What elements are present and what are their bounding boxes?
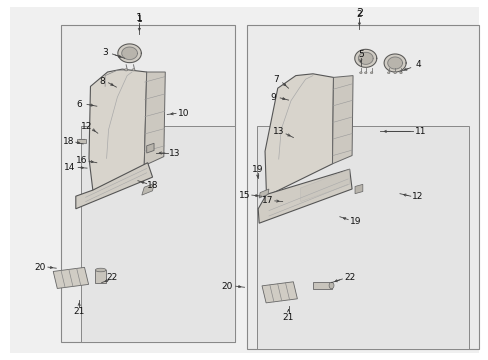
Bar — [81, 126, 234, 342]
Polygon shape — [354, 49, 376, 67]
Ellipse shape — [359, 72, 361, 73]
Text: 9: 9 — [269, 93, 275, 102]
Ellipse shape — [328, 282, 333, 289]
Text: 15: 15 — [238, 191, 250, 199]
Polygon shape — [53, 267, 88, 288]
Text: 6: 6 — [77, 100, 82, 109]
Text: 20: 20 — [34, 263, 46, 271]
Ellipse shape — [124, 69, 127, 71]
Bar — [256, 126, 468, 349]
Text: 13: 13 — [169, 149, 181, 158]
Bar — [95, 270, 106, 283]
Ellipse shape — [364, 72, 366, 73]
Text: 18: 18 — [62, 136, 74, 145]
Polygon shape — [144, 72, 165, 166]
Text: 3: 3 — [102, 48, 108, 57]
Text: 11: 11 — [414, 127, 426, 136]
Text: 12: 12 — [411, 192, 423, 201]
Polygon shape — [264, 74, 333, 196]
Polygon shape — [122, 47, 137, 59]
Text: 18: 18 — [146, 181, 158, 190]
Text: 19: 19 — [251, 165, 263, 174]
Text: 4: 4 — [414, 60, 420, 69]
Text: 19: 19 — [349, 217, 361, 226]
Bar — [61, 25, 234, 342]
Text: 20: 20 — [221, 282, 233, 291]
Polygon shape — [384, 54, 405, 72]
Polygon shape — [89, 69, 146, 191]
Polygon shape — [387, 57, 402, 69]
Text: 1: 1 — [136, 15, 142, 24]
Text: 16: 16 — [76, 156, 88, 165]
Text: 8: 8 — [100, 77, 105, 85]
Ellipse shape — [132, 69, 135, 71]
Text: 21: 21 — [282, 313, 294, 322]
Polygon shape — [262, 282, 297, 303]
Polygon shape — [259, 189, 268, 198]
Polygon shape — [146, 143, 154, 153]
Text: 22: 22 — [343, 274, 355, 282]
Ellipse shape — [370, 72, 372, 73]
Ellipse shape — [386, 72, 389, 73]
Bar — [312, 282, 331, 289]
Ellipse shape — [393, 72, 396, 73]
Polygon shape — [354, 184, 362, 194]
Text: 10: 10 — [177, 109, 189, 118]
Polygon shape — [300, 169, 349, 202]
Bar — [246, 25, 478, 349]
Text: 14: 14 — [64, 163, 76, 172]
Polygon shape — [358, 52, 372, 64]
Text: 17: 17 — [262, 197, 273, 205]
Text: 21: 21 — [73, 307, 85, 316]
Polygon shape — [332, 76, 352, 164]
Polygon shape — [76, 163, 152, 209]
Text: 1: 1 — [136, 13, 142, 23]
Polygon shape — [258, 169, 351, 223]
Text: 5: 5 — [357, 50, 363, 59]
Polygon shape — [118, 44, 141, 63]
Ellipse shape — [399, 72, 401, 73]
Text: 2: 2 — [356, 10, 362, 19]
Text: 7: 7 — [273, 76, 279, 85]
Text: 2: 2 — [355, 8, 362, 18]
Ellipse shape — [95, 268, 106, 272]
Text: 13: 13 — [272, 127, 284, 136]
Bar — [77, 139, 86, 143]
Polygon shape — [142, 184, 154, 195]
Text: 22: 22 — [105, 274, 117, 282]
Text: 12: 12 — [81, 122, 93, 131]
